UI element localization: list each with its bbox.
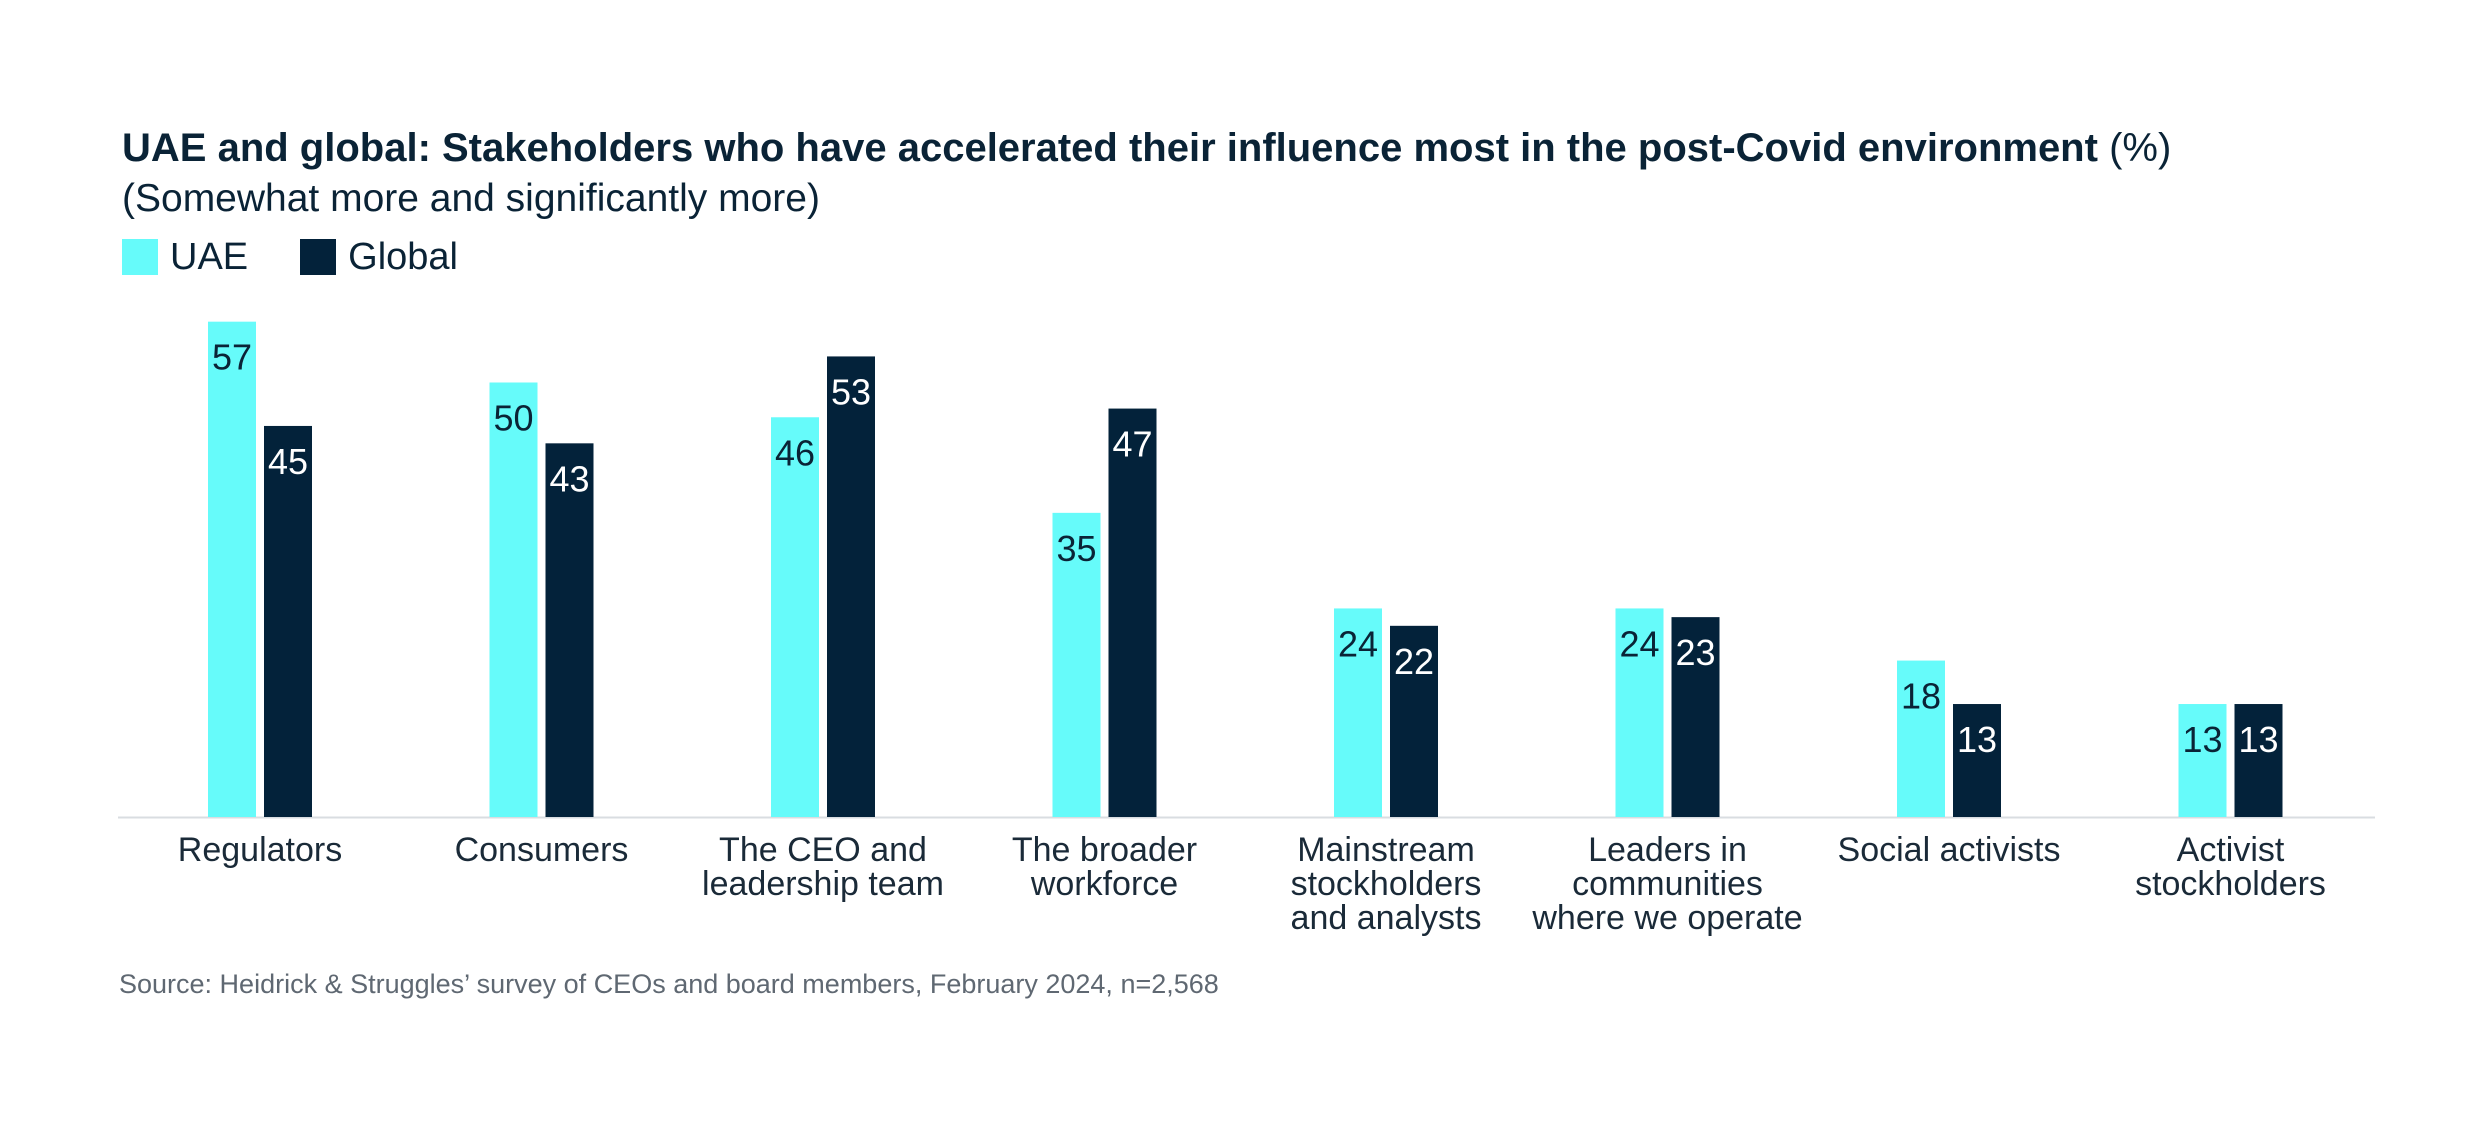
- category-label-6-0: Social activists: [1838, 831, 2061, 869]
- category-label-2-1: leadership team: [702, 865, 944, 903]
- bar-global-3: [1108, 408, 1157, 817]
- bar-global-2: [827, 356, 875, 817]
- data-label-global-0: 45: [268, 441, 308, 482]
- category-label-1-0: Consumers: [455, 831, 629, 869]
- bar-uae-1: [489, 382, 538, 817]
- category-label-5-0: Leaders in: [1588, 831, 1747, 869]
- bar-uae-4: [1334, 608, 1382, 817]
- legend-swatch-global: [300, 239, 337, 275]
- data-label-global-1: 43: [549, 458, 589, 499]
- bar-global-0: [264, 425, 312, 817]
- chart-title: UAE and global: Stakeholders who have ac…: [122, 118, 2171, 178]
- legend-swatch-uae: [122, 239, 158, 275]
- data-label-uae-7: 13: [2182, 719, 2222, 760]
- category-label-2-0: The CEO and: [719, 831, 927, 869]
- data-label-global-7: 13: [2238, 719, 2278, 760]
- category-label-5-1: communities: [1572, 865, 1763, 903]
- source-note: Source: Heidrick & Struggles’ survey of …: [119, 969, 1219, 999]
- chart-title-main: UAE and global: Stakeholders who have ac…: [122, 126, 2098, 170]
- data-label-uae-3: 35: [1056, 528, 1096, 569]
- data-label-global-2: 53: [831, 371, 871, 412]
- data-label-global-3: 47: [1112, 424, 1152, 465]
- bar-uae-3: [1052, 512, 1101, 817]
- category-label-0-0: Regulators: [178, 831, 342, 869]
- bar-global-6: [1953, 704, 2001, 817]
- bar-uae-6: [1897, 660, 1945, 817]
- data-label-uae-6: 18: [1901, 676, 1941, 717]
- bar-global-5: [1671, 617, 1720, 817]
- legend-label-global: Global: [348, 236, 458, 278]
- data-label-uae-5: 24: [1619, 623, 1659, 664]
- bar-uae-2: [771, 417, 819, 817]
- data-label-global-5: 23: [1675, 632, 1715, 673]
- legend-label-uae: UAE: [170, 236, 249, 278]
- data-label-global-6: 13: [1957, 719, 1997, 760]
- bar-uae-0: [208, 321, 256, 817]
- bar-global-4: [1390, 625, 1438, 817]
- category-label-3-0: The broader: [1012, 831, 1197, 869]
- category-label-4-1: stockholders: [1291, 865, 1482, 903]
- data-label-uae-1: 50: [493, 398, 533, 439]
- bar-uae-5: [1615, 608, 1664, 817]
- chart-subtitle: (Somewhat more and significantly more): [122, 177, 820, 220]
- data-label-uae-0: 57: [212, 337, 252, 378]
- chart-legend: UAE Global: [122, 232, 510, 282]
- category-label-4-2: and analysts: [1291, 899, 1482, 937]
- bar-global-1: [545, 443, 594, 817]
- data-label-uae-4: 24: [1338, 623, 1378, 664]
- category-label-5-2: where we operate: [1531, 899, 1802, 937]
- legend-item-global: Global: [300, 234, 458, 280]
- category-label-3-1: workforce: [1030, 865, 1178, 903]
- chart-title-unit: (%): [2109, 126, 2172, 170]
- bar-global-7: [2234, 704, 2283, 817]
- data-label-global-4: 22: [1394, 641, 1434, 682]
- bar-uae-7: [2178, 704, 2227, 817]
- category-label-7-0: Activist: [2177, 831, 2285, 869]
- category-label-7-1: stockholders: [2135, 865, 2326, 903]
- data-label-uae-2: 46: [775, 432, 815, 473]
- legend-item-uae: UAE: [122, 234, 248, 280]
- category-label-4-0: Mainstream: [1297, 831, 1475, 869]
